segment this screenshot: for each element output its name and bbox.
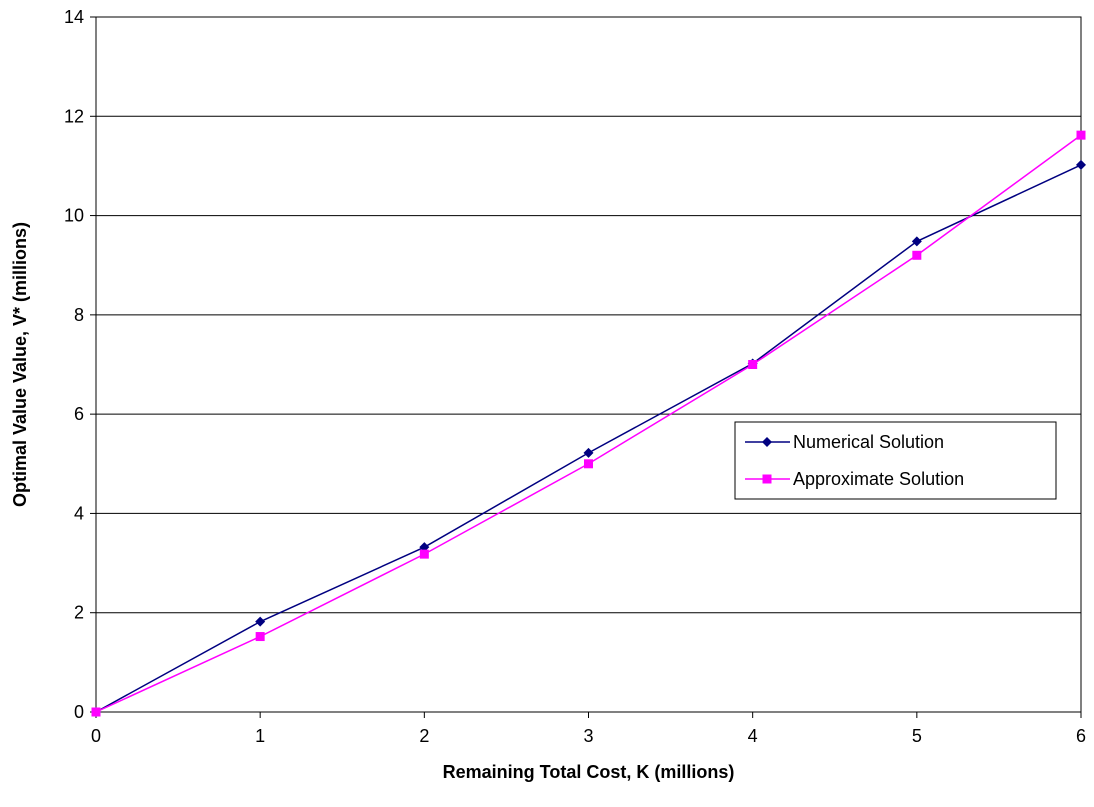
- data-point-numerical-solution: [583, 447, 594, 458]
- x-tick-label: 3: [583, 726, 593, 746]
- data-point-approximate-solution: [584, 459, 593, 469]
- y-tick-label: 14: [64, 7, 84, 27]
- gridlines: [96, 115, 1081, 614]
- y-tick-label: 8: [74, 305, 84, 325]
- series-group: [91, 130, 1086, 717]
- x-axis-title: Remaining Total Cost, K (millions): [443, 762, 735, 782]
- data-point-approximate-solution: [419, 549, 429, 559]
- data-point-numerical-solution: [1076, 159, 1086, 170]
- legend-label-approximate-solution: Approximate Solution: [793, 469, 964, 489]
- legend-label-numerical-solution: Numerical Solution: [793, 432, 944, 452]
- y-tick-label: 6: [74, 404, 84, 424]
- y-tick-label: 0: [74, 702, 84, 722]
- y-axis-title: Optimal Value Value, V* (millions): [10, 222, 30, 507]
- y-tick-label: 4: [74, 503, 84, 523]
- data-point-approximate-solution: [912, 250, 922, 260]
- legend-marker-numerical-solution: [762, 437, 772, 447]
- x-tick-label: 0: [91, 726, 101, 746]
- x-tick-label: 6: [1076, 726, 1086, 746]
- legend-marker-approximate-solution: [762, 474, 772, 484]
- data-point-approximate-solution: [748, 360, 758, 369]
- plot-area: [95, 16, 1082, 713]
- y-tick-label: 10: [64, 206, 84, 226]
- data-point-approximate-solution: [255, 632, 265, 642]
- data-point-approximate-solution: [1076, 130, 1086, 140]
- y-tick-label: 12: [64, 106, 84, 126]
- data-point-numerical-solution: [255, 616, 266, 627]
- y-tick-label: 2: [74, 603, 84, 623]
- x-tick-label: 1: [255, 726, 265, 746]
- x-tick-label: 4: [748, 726, 758, 746]
- data-point-numerical-solution: [911, 236, 922, 247]
- legend: Numerical Solution Approximate Solution: [734, 421, 1057, 500]
- legend-box: [734, 421, 1057, 500]
- x-tick-label: 2: [419, 726, 429, 746]
- x-tick-label: 5: [912, 726, 922, 746]
- data-point-approximate-solution: [91, 707, 101, 717]
